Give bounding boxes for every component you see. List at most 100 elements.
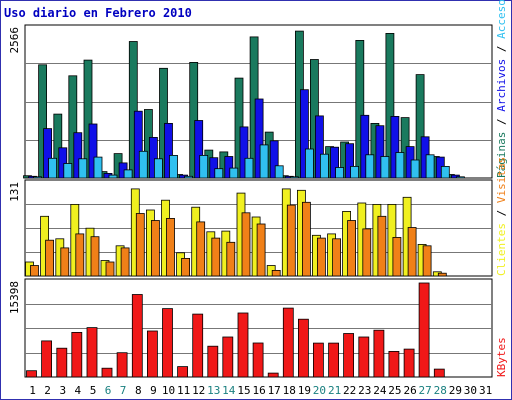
bar-kbytes-kbytes-day-12 [192,313,204,378]
bar-hits-accesos-day-3 [63,163,73,179]
bar-hits-archivos-day-19 [299,89,309,179]
bar-visits-visitas-day-1 [30,265,39,277]
bar-visits-visitas-day-7 [120,247,130,277]
y-max-label-kbytes: 15398 [8,281,21,314]
bar-hits-archivos-day-15 [239,126,249,179]
legend-kbytes: KBytes [495,337,508,377]
legend-visits: Clientes / Visitas [495,157,508,276]
bar-hits-accesos-day-1 [33,176,42,179]
legend-separator: / [495,112,508,132]
bar-hits-archivos-day-17 [269,140,279,179]
bar-kbytes-kbytes-day-17 [267,372,279,378]
bar-hits-archivos-day-10 [164,123,173,179]
bar-hits-accesos-day-8 [138,150,148,179]
legend-item-visitas: Visitas [495,157,508,203]
bar-kbytes-kbytes-day-22 [343,333,355,378]
bar-hits-accesos-day-6 [108,174,118,179]
bar-kbytes-kbytes-day-2 [41,340,52,378]
bar-hits-accesos-day-12 [199,154,209,179]
bar-visits-visitas-day-26 [407,227,417,277]
x-tick-label-day-22: 22 [343,384,356,397]
bar-visits-visitas-day-5 [90,236,100,277]
bar-kbytes-kbytes-day-9 [146,330,158,378]
x-tick-label-day-4: 4 [74,384,81,397]
bar-hits-accesos-day-21 [335,167,345,179]
x-tick-label-day-2: 2 [44,384,51,397]
bar-kbytes-kbytes-day-11 [177,366,189,378]
bar-hits-páginas-day-2 [38,64,47,179]
bar-kbytes-kbytes-day-3 [56,347,68,378]
bar-hits-archivos-day-24 [375,125,385,179]
bar-visits-visitas-day-9 [150,220,160,277]
bar-kbytes-kbytes-day-15 [237,312,249,378]
legend-separator: / [495,203,508,223]
x-tick-label-day-25: 25 [388,384,401,397]
x-tick-label-day-15: 15 [237,384,250,397]
bar-hits-accesos-day-22 [350,165,360,179]
bar-visits-visitas-day-20 [316,237,326,277]
bar-visits-visitas-day-24 [377,215,387,277]
bar-visits-visitas-day-6 [105,261,115,277]
x-tick-label-day-6: 6 [105,384,112,397]
x-tick-label-day-30: 30 [464,384,477,397]
x-tick-label-day-13: 13 [207,384,220,397]
bar-hits-páginas-day-23 [355,40,365,179]
bar-hits-archivos-day-3 [58,147,68,179]
bar-hits-páginas-day-25 [385,33,395,179]
bar-hits-accesos-day-23 [365,154,375,179]
bar-hits-accesos-day-28 [440,165,450,179]
bar-kbytes-kbytes-day-27 [418,282,430,378]
chart-title: Uso diario en Febrero 2010 [4,6,192,20]
bar-hits-archivos-day-9 [148,136,158,179]
bar-visits-visitas-day-3 [60,247,70,277]
bar-hits-accesos-day-27 [425,154,435,179]
bar-hits-archivos-day-2 [43,128,52,179]
bar-kbytes-kbytes-day-18 [282,307,294,378]
bar-visits-visitas-day-19 [301,201,311,277]
x-tick-label-day-19: 19 [298,384,311,397]
bar-visits-visitas-day-2 [45,239,54,277]
bar-hits-archivos-day-8 [133,110,143,179]
x-tick-label-day-27: 27 [418,384,431,397]
bar-hits-accesos-day-20 [319,153,329,179]
bar-hits-archivos-day-21 [330,146,340,179]
bar-hits-archivos-day-22 [345,143,355,179]
bar-kbytes-kbytes-day-24 [373,329,385,378]
bar-kbytes-kbytes-day-1 [26,370,37,378]
legend-item-archivos: Archivos [495,59,508,112]
x-tick-label-day-23: 23 [358,384,371,397]
x-tick-label-day-16: 16 [252,384,265,397]
x-tick-label-day-18: 18 [283,384,296,397]
bar-hits-accesos-day-2 [48,157,57,179]
bar-kbytes-kbytes-day-4 [71,331,83,378]
x-tick-label-day-31: 31 [479,384,492,397]
bar-kbytes-kbytes-day-14 [222,336,234,378]
legend-item-clientes: Clientes [495,223,508,276]
bar-hits-accesos-day-13 [214,168,224,179]
legend-separator: / [495,39,508,59]
bar-visits-visitas-day-15 [241,212,251,277]
bar-visits-visitas-day-25 [392,236,402,277]
y-max-label-visits: 131 [8,182,21,202]
bar-hits-accesos-day-11 [184,175,194,179]
bar-hits-accesos-day-26 [410,159,420,179]
bar-visits-visitas-day-13 [211,237,221,277]
bar-kbytes-kbytes-day-20 [312,342,324,378]
bar-kbytes-kbytes-day-10 [162,308,173,378]
bar-visits-visitas-day-22 [347,220,357,277]
bar-hits-archivos-day-4 [73,132,83,179]
legend-item-páginas: Páginas [495,132,508,178]
bar-hits-accesos-day-24 [380,156,390,179]
bar-hits-accesos-day-17 [274,165,284,179]
bar-hits-páginas-day-3 [53,113,63,179]
bar-kbytes-kbytes-day-26 [403,348,415,378]
x-tick-label-day-3: 3 [59,384,66,397]
bar-visits-visitas-day-4 [75,233,85,277]
x-tick-label-day-1: 1 [29,384,36,397]
bar-visits-visitas-day-17 [271,269,281,277]
x-tick-label-day-20: 20 [313,384,326,397]
bar-kbytes-kbytes-day-25 [388,350,400,378]
bar-hits-accesos-day-14 [229,167,239,179]
bar-hits-accesos-day-16 [259,144,269,179]
